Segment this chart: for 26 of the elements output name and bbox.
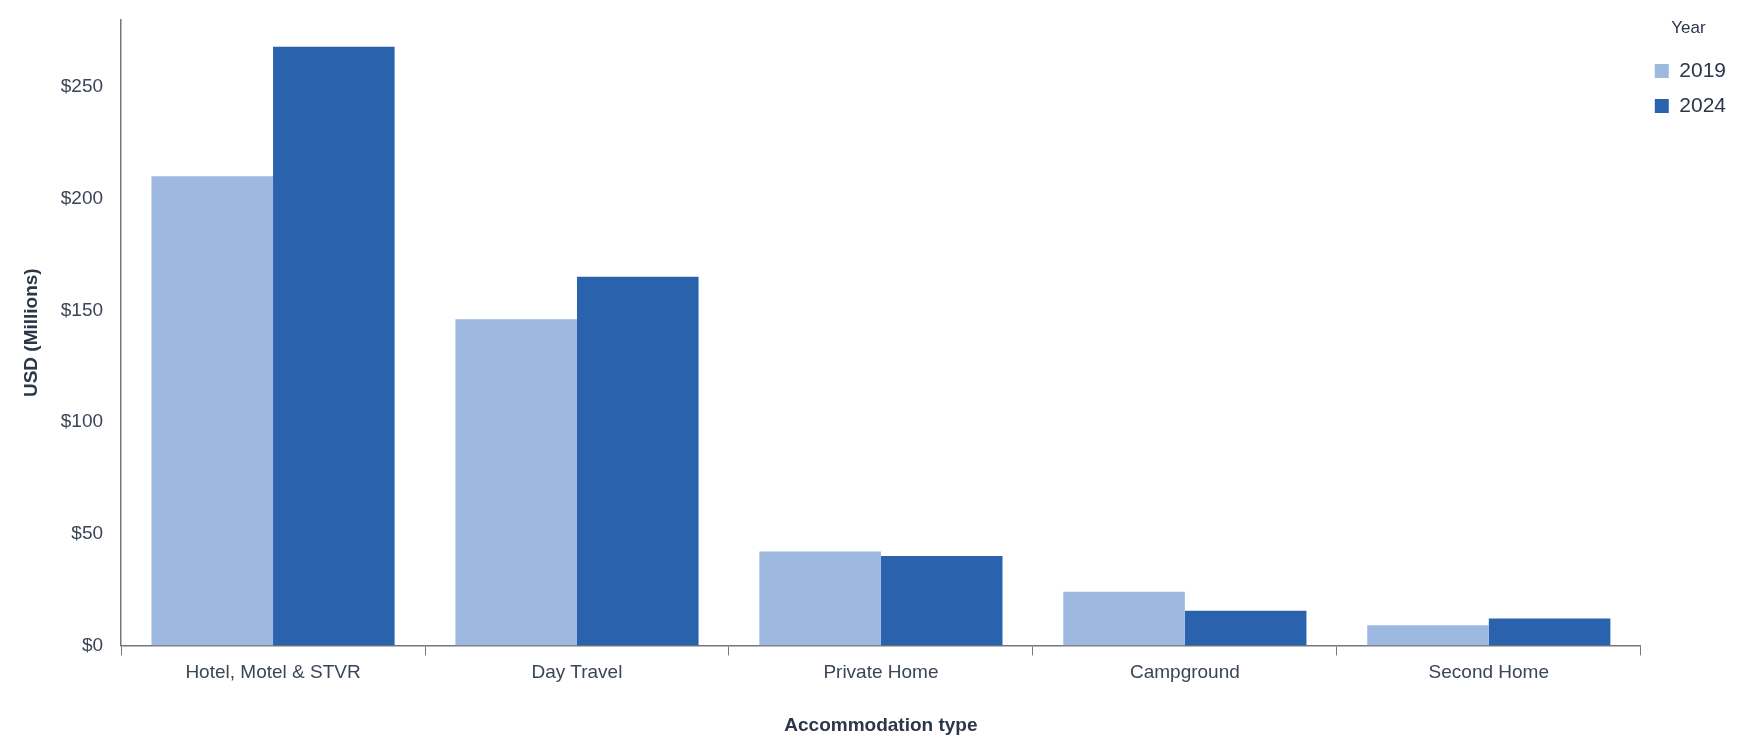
x-axis-title: Accommodation type	[784, 713, 978, 735]
x-tick-label: Campground	[1129, 661, 1240, 683]
bar	[1367, 625, 1489, 646]
y-axis-title: USD (Millions)	[19, 268, 41, 398]
y-tick-label: $250	[60, 75, 104, 97]
legend-label: 2019	[1679, 57, 1726, 81]
x-tick-label: Second Home	[1428, 661, 1550, 683]
bar	[1063, 591, 1185, 646]
y-tick-label: $200	[60, 186, 104, 208]
bar	[1184, 610, 1307, 646]
bar	[880, 556, 1003, 646]
bar	[759, 551, 881, 646]
bar	[1488, 618, 1611, 646]
bar	[576, 276, 699, 646]
bar	[455, 319, 577, 646]
bar	[273, 46, 395, 646]
y-tick-label: $0	[81, 633, 104, 655]
y-tick-label: $150	[60, 298, 104, 320]
bar	[151, 176, 274, 646]
x-tick-label: Day Travel	[531, 661, 623, 683]
x-tick-label: Hotel, Motel & STVR	[185, 661, 361, 683]
legend-title: Year	[1671, 18, 1706, 38]
x-tick-label: Private Home	[823, 661, 939, 683]
legend-label: 2024	[1679, 92, 1727, 116]
y-tick-label: $50	[71, 521, 104, 543]
y-tick-label: $100	[60, 410, 104, 432]
